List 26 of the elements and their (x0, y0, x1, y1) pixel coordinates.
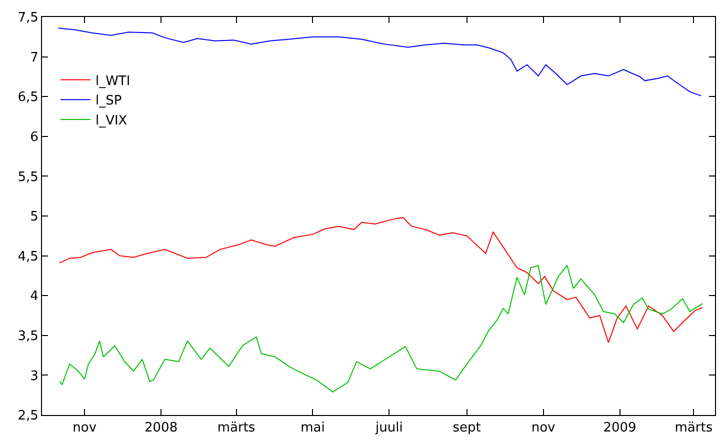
line-series (58, 28, 702, 96)
legend-label: l_VIX (95, 114, 128, 129)
y-tick-label: 3 (30, 368, 38, 384)
x-tick-label: 2009 (603, 420, 636, 436)
y-tick-label: 7,5 (18, 10, 38, 26)
x-tick-label: juuli (374, 420, 403, 436)
x-tick-label: märts (217, 420, 256, 436)
y-tick-label: 5 (30, 210, 38, 225)
x-tick-label: nov (531, 420, 556, 436)
y-tick-label: 7 (30, 50, 38, 66)
y-tick-label: 5,5 (18, 170, 38, 185)
x-tick-label: mai (300, 420, 325, 436)
line-series (59, 264, 703, 392)
x-tick-label: nov (72, 420, 97, 436)
y-tick-label: 2,5 (18, 408, 38, 424)
y-tick-label: 4 (30, 289, 38, 304)
y-tick-label: 6 (30, 130, 38, 145)
y-tick-label: 4,5 (18, 249, 38, 264)
x-tick-label: 2008 (144, 420, 178, 436)
legend-label: l_SP (95, 94, 122, 109)
legend-label: l_WTI (95, 74, 130, 89)
x-tick-label: märts (674, 420, 713, 436)
x-tick-label: sept (452, 420, 481, 436)
line-series (59, 217, 703, 344)
y-tick-label: 3,5 (18, 328, 38, 344)
y-tick-label: 6,5 (18, 90, 38, 106)
